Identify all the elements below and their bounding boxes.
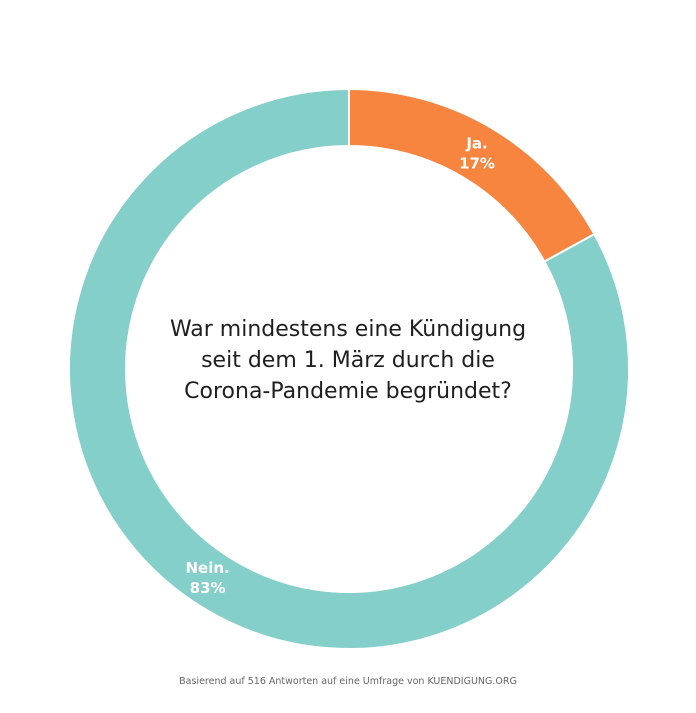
chart-title-line-2: seit dem 1. März durch die [201, 348, 495, 373]
slice-label-category: Ja. [465, 135, 487, 153]
chart-title-line-3: Corona-Pandemie begründet? [184, 379, 512, 404]
chart-title-line-1: War mindestens eine Kündigung [169, 317, 527, 342]
source-footnote: Basierend auf 516 Antworten auf eine Umf… [179, 676, 517, 687]
donut-slice-ja [348, 87, 596, 263]
donut-slice-nein [68, 87, 630, 650]
slice-label-value: 83% [190, 579, 226, 597]
chart-title: War mindestens eine Kündigung seit dem 1… [148, 314, 548, 407]
slice-labels: Ja. 17% Nein. 83% [186, 135, 495, 597]
donut-slices [68, 87, 630, 650]
slice-label-category: Nein. [186, 559, 230, 577]
slice-label-value: 17% [459, 155, 495, 173]
